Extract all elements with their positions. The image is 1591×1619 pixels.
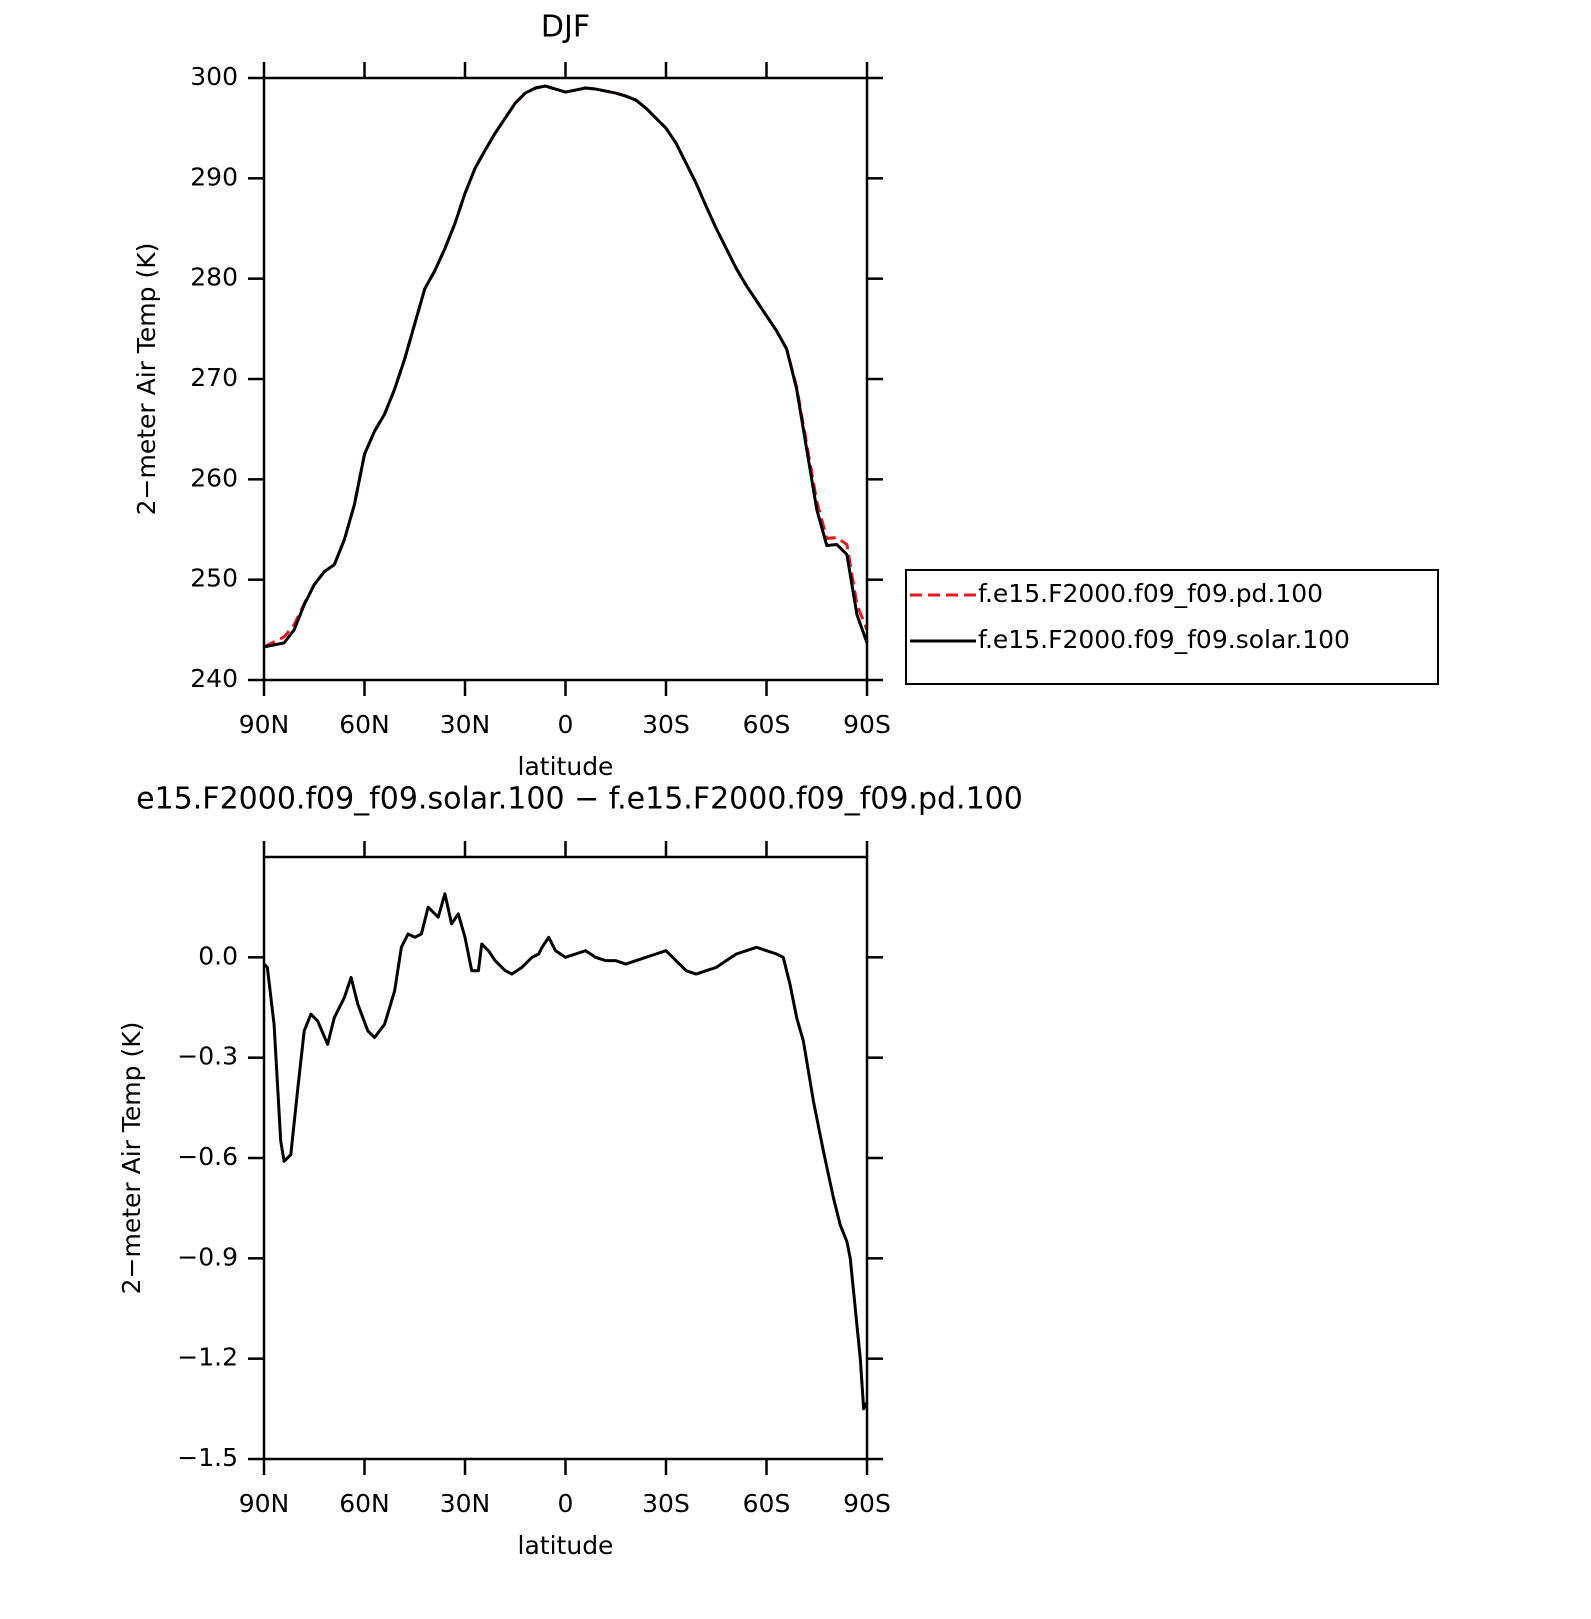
- y-tick-label: −1.5: [177, 1443, 238, 1472]
- x-tick-label: 0: [558, 1489, 574, 1518]
- x-tick-label: 90N: [239, 1489, 290, 1518]
- y-tick-label: 270: [190, 363, 238, 392]
- chart-title: DJF: [541, 10, 590, 45]
- x-tick-label: 90S: [843, 1489, 891, 1518]
- x-tick-label: 30S: [642, 1489, 690, 1518]
- x-tick-label: 0: [558, 710, 574, 739]
- x-tick-label: 30N: [440, 1489, 491, 1518]
- y-tick-label: 0.0: [198, 941, 238, 970]
- y-tick-label: −0.3: [177, 1042, 238, 1071]
- data-line: [262, 892, 869, 1411]
- y-axis-title: 2−meter Air Temp (K): [132, 243, 161, 516]
- y-tick-label: −0.9: [177, 1242, 238, 1271]
- plot-frame: [262, 76, 869, 682]
- chart-title: e15.F2000.f09_f09.solar.100 − f.e15.F200…: [136, 782, 1023, 817]
- x-tick-label: 60N: [339, 710, 390, 739]
- y-tick-label: −1.2: [177, 1343, 238, 1372]
- plot-frame: [262, 855, 869, 1461]
- x-tick-label: 60N: [339, 1489, 390, 1518]
- x-tick-label: 60S: [743, 710, 791, 739]
- y-tick-label: 260: [190, 463, 238, 492]
- legend-label: f.e15.F2000.f09_f09.solar.100: [978, 625, 1350, 654]
- data-line: [263, 84, 869, 649]
- y-tick-label: 300: [190, 62, 238, 91]
- x-tick-label: 60S: [743, 1489, 791, 1518]
- y-axis-title: 2−meter Air Temp (K): [117, 1022, 146, 1295]
- y-tick-label: 240: [190, 664, 238, 693]
- legend-box: [905, 569, 1439, 685]
- x-tick-label: 30N: [440, 710, 491, 739]
- data-line: [263, 84, 869, 649]
- legend-label: f.e15.F2000.f09_f09.pd.100: [978, 579, 1323, 608]
- x-axis-title: latitude: [518, 752, 614, 781]
- y-tick-label: 250: [190, 564, 238, 593]
- y-tick-label: 290: [190, 162, 238, 191]
- y-tick-label: −0.6: [177, 1142, 238, 1171]
- x-axis-title: latitude: [518, 1531, 614, 1560]
- y-tick-label: 280: [190, 263, 238, 292]
- x-tick-label: 90N: [239, 710, 290, 739]
- x-tick-label: 90S: [843, 710, 891, 739]
- x-tick-label: 30S: [642, 710, 690, 739]
